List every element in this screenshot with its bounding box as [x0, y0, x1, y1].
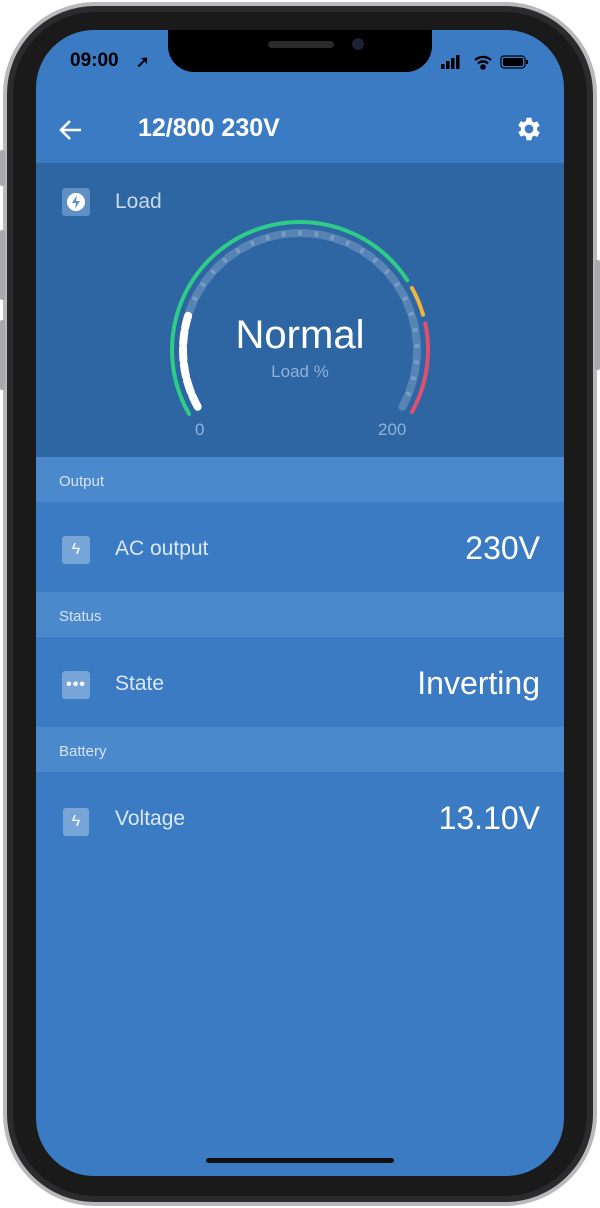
gauge-segment [181, 311, 193, 332]
section-header-battery: Battery [36, 727, 564, 772]
item-value: Inverting [417, 665, 540, 701]
gear-icon[interactable] [514, 114, 544, 144]
gauge-segment [405, 376, 418, 396]
load-label: Load [115, 190, 162, 213]
gauge-segment [281, 229, 302, 238]
gauge-segment [298, 229, 319, 238]
gauge-segment [200, 269, 216, 287]
gauge-segment [210, 257, 228, 275]
screen: 09:00 ➚ 12/800 230V Load Normal Load % 0… [36, 30, 564, 1176]
item-value: 13.10V [438, 800, 540, 836]
app-bar: 12/800 230V [36, 100, 564, 163]
gauge-range-yellow [409, 285, 426, 317]
gauge-segment [398, 391, 412, 411]
battery-icon: ϟ [63, 808, 89, 836]
gauge-segment [330, 234, 350, 247]
back-arrow-icon[interactable] [58, 118, 84, 142]
gauge-segment [250, 234, 270, 247]
mute-switch [0, 150, 5, 186]
gauge-segment [372, 257, 390, 275]
gauge-segment [410, 360, 421, 381]
gauge-segment [179, 360, 190, 381]
load-gauge-panel: Load Normal Load % 0 200 [36, 163, 564, 457]
gauge-segment [407, 311, 419, 332]
wifi-icon [474, 55, 492, 70]
load-gauge [170, 220, 430, 416]
list-item-voltage[interactable]: ϟ Voltage 13.10V [36, 772, 564, 862]
list-item-ac-output[interactable]: ϟ AC output 230V [36, 502, 564, 592]
gauge-range-red [409, 321, 430, 415]
gauge-segment [235, 239, 255, 254]
location-icon: ➚ [136, 54, 150, 71]
more-dots-icon: ••• [62, 671, 90, 699]
page-title: 12/800 230V [138, 114, 280, 142]
gauge-segment [265, 230, 286, 241]
gauge-segment [188, 391, 202, 411]
status-time: 09:00 [70, 50, 119, 71]
load-unit-label: Load % [271, 362, 329, 381]
section-header-status: Status [36, 592, 564, 637]
volume-up-button [0, 230, 5, 300]
gauge-segment [359, 247, 378, 264]
gauge-max-label: 200 [378, 420, 407, 439]
signal-icon [441, 55, 460, 69]
lightning-icon: ϟ [62, 536, 90, 564]
list-item-state[interactable]: ••• State Inverting [36, 637, 564, 727]
home-indicator[interactable] [206, 1158, 394, 1163]
gauge-segment [394, 282, 409, 301]
load-icon [62, 188, 90, 216]
item-value: 230V [465, 530, 540, 566]
gauge-segment [402, 296, 415, 316]
gauge-segment [314, 230, 335, 241]
gauge-segment [222, 247, 241, 264]
section-header-output: Output [36, 457, 564, 502]
gauge-segment [191, 282, 206, 301]
gauge-segment [411, 327, 421, 348]
status-icons [441, 55, 528, 70]
notch [168, 30, 432, 72]
gauge-segment [345, 239, 365, 254]
gauge-min-label: 0 [195, 420, 205, 439]
item-label: AC output [115, 537, 209, 560]
power-button [595, 260, 600, 370]
battery-status-icon [500, 55, 528, 69]
gauge-segment [182, 376, 195, 396]
load-state: Normal [235, 313, 365, 357]
gauge-range-green [170, 220, 410, 416]
item-label: State [115, 672, 165, 695]
volume-down-button [0, 320, 5, 390]
item-label: Voltage [115, 807, 186, 830]
gauge-segment [179, 327, 189, 348]
gauge-segment [384, 269, 400, 287]
gauge-segment [185, 296, 198, 316]
